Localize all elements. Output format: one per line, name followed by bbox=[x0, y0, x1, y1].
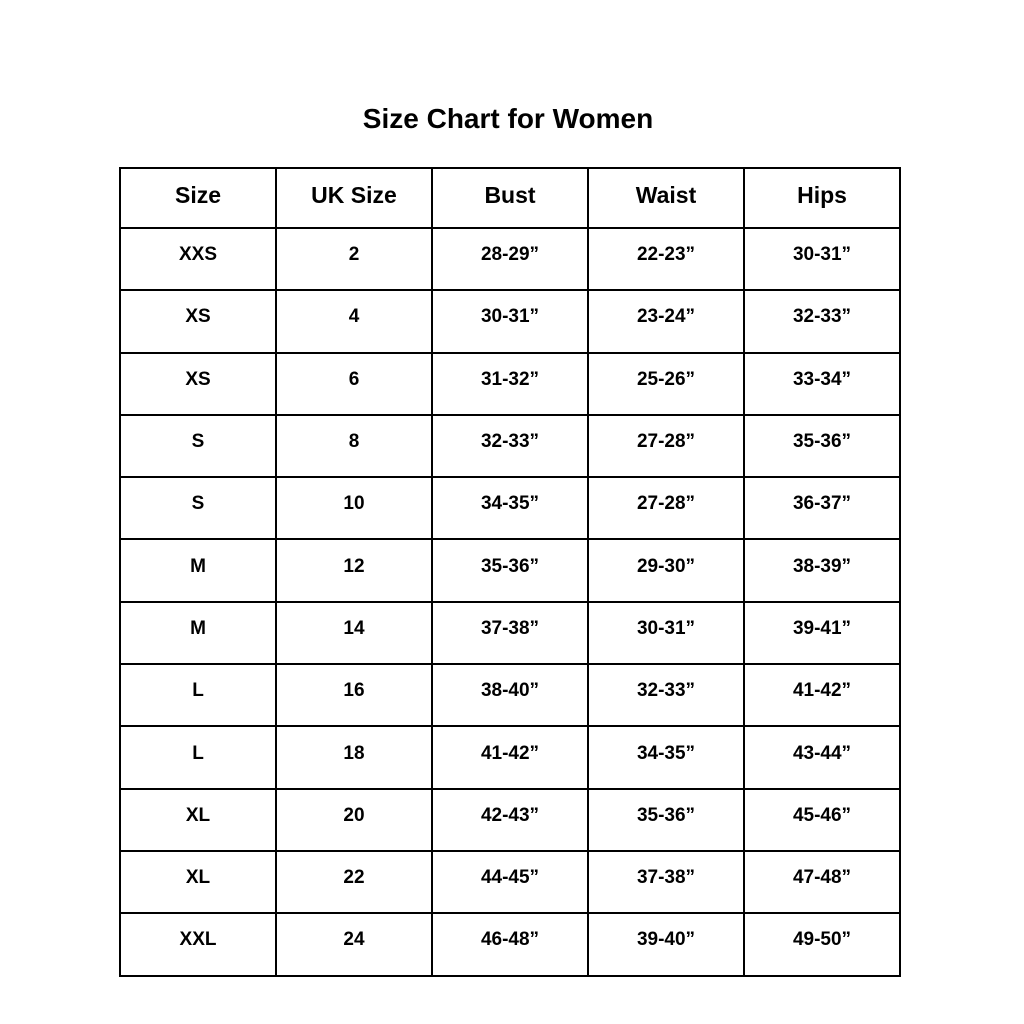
cell-waist: 35-36” bbox=[587, 787, 745, 852]
table-row: XL 22 44-45” 37-38” 47-48” bbox=[119, 849, 901, 915]
cell-uk-size: 6 bbox=[275, 351, 433, 416]
cell-bust: 41-42” bbox=[431, 725, 589, 790]
cell-bust: 28-29” bbox=[431, 226, 589, 292]
cell-size: L bbox=[119, 663, 277, 728]
cell-uk-size: 10 bbox=[275, 476, 433, 541]
cell-waist: 23-24” bbox=[587, 289, 745, 354]
cell-bust: 32-33” bbox=[431, 413, 589, 479]
cell-uk-size: 20 bbox=[275, 787, 433, 852]
cell-bust: 37-38” bbox=[431, 600, 589, 666]
cell-size: XS bbox=[119, 289, 277, 354]
cell-waist: 39-40” bbox=[587, 912, 745, 977]
table-row: XXL 24 46-48” 39-40” 49-50” bbox=[119, 912, 901, 977]
column-header-uk-size: UK Size bbox=[275, 167, 433, 229]
cell-size: L bbox=[119, 725, 277, 790]
table-row: S 10 34-35” 27-28” 36-37” bbox=[119, 476, 901, 541]
cell-size: XS bbox=[119, 351, 277, 416]
page-title: Size Chart for Women bbox=[362, 103, 654, 134]
cell-uk-size: 8 bbox=[275, 413, 433, 479]
cell-hips: 49-50” bbox=[743, 912, 901, 977]
table-body: XXS 2 28-29” 22-23” 30-31” XS 4 30-31” 23-24” 32-… bbox=[119, 226, 901, 977]
cell-hips: 30-31” bbox=[743, 226, 901, 292]
cell-hips: 32-33” bbox=[743, 289, 901, 354]
cell-hips: 43-44” bbox=[743, 725, 901, 790]
cell-waist: 37-38” bbox=[587, 849, 745, 915]
cell-waist: 22-23” bbox=[587, 226, 745, 292]
cell-size: XL bbox=[119, 849, 277, 915]
column-header-bust: Bust bbox=[431, 167, 589, 229]
cell-size: XXS bbox=[119, 226, 277, 292]
cell-hips: 45-46” bbox=[743, 787, 901, 852]
cell-waist: 29-30” bbox=[587, 538, 745, 603]
cell-uk-size: 22 bbox=[275, 849, 433, 915]
cell-uk-size: 24 bbox=[275, 912, 433, 977]
cell-uk-size: 4 bbox=[275, 289, 433, 354]
cell-bust: 46-48” bbox=[431, 912, 589, 977]
table-row: M 14 37-38” 30-31” 39-41” bbox=[119, 600, 901, 666]
cell-hips: 38-39” bbox=[743, 538, 901, 603]
cell-hips: 33-34” bbox=[743, 351, 901, 416]
table-row: XXS 2 28-29” 22-23” 30-31” bbox=[119, 226, 901, 292]
cell-size: M bbox=[119, 538, 277, 603]
cell-uk-size: 12 bbox=[275, 538, 433, 603]
cell-bust: 31-32” bbox=[431, 351, 589, 416]
cell-uk-size: 2 bbox=[275, 226, 433, 292]
cell-size: M bbox=[119, 600, 277, 666]
table-row: S 8 32-33” 27-28” 35-36” bbox=[119, 413, 901, 479]
table-row: XL 20 42-43” 35-36” 45-46” bbox=[119, 787, 901, 852]
table-row: L 16 38-40” 32-33” 41-42” bbox=[119, 663, 901, 728]
table-row: L 18 41-42” 34-35” 43-44” bbox=[119, 725, 901, 790]
cell-bust: 30-31” bbox=[431, 289, 589, 354]
table-header-row: Size UK Size Bust Waist Hips bbox=[119, 167, 901, 229]
cell-waist: 30-31” bbox=[587, 600, 745, 666]
cell-bust: 38-40” bbox=[431, 663, 589, 728]
table-row: XS 4 30-31” 23-24” 32-33” bbox=[119, 289, 901, 354]
table-row: XS 6 31-32” 25-26” 33-34” bbox=[119, 351, 901, 416]
column-header-waist: Waist bbox=[587, 167, 745, 229]
cell-size: S bbox=[119, 413, 277, 479]
cell-hips: 41-42” bbox=[743, 663, 901, 728]
cell-waist: 32-33” bbox=[587, 663, 745, 728]
cell-hips: 47-48” bbox=[743, 849, 901, 915]
cell-hips: 36-37” bbox=[743, 476, 901, 541]
cell-waist: 27-28” bbox=[587, 476, 745, 541]
cell-uk-size: 16 bbox=[275, 663, 433, 728]
cell-size: S bbox=[119, 476, 277, 541]
cell-uk-size: 14 bbox=[275, 600, 433, 666]
cell-bust: 35-36” bbox=[431, 538, 589, 603]
column-header-hips: Hips bbox=[743, 167, 901, 229]
cell-hips: 35-36” bbox=[743, 413, 901, 479]
column-header-size: Size bbox=[119, 167, 277, 229]
cell-uk-size: 18 bbox=[275, 725, 433, 790]
cell-hips: 39-41” bbox=[743, 600, 901, 666]
cell-bust: 44-45” bbox=[431, 849, 589, 915]
table-row: M 12 35-36” 29-30” 38-39” bbox=[119, 538, 901, 603]
cell-bust: 34-35” bbox=[431, 476, 589, 541]
cell-waist: 25-26” bbox=[587, 351, 745, 416]
cell-size: XXL bbox=[119, 912, 277, 977]
cell-bust: 42-43” bbox=[431, 787, 589, 852]
cell-waist: 27-28” bbox=[587, 413, 745, 479]
cell-waist: 34-35” bbox=[587, 725, 745, 790]
size-chart-table: Size UK Size Bust Waist Hips XXS 2 28-29” 22-23… bbox=[119, 167, 901, 977]
cell-size: XL bbox=[119, 787, 277, 852]
